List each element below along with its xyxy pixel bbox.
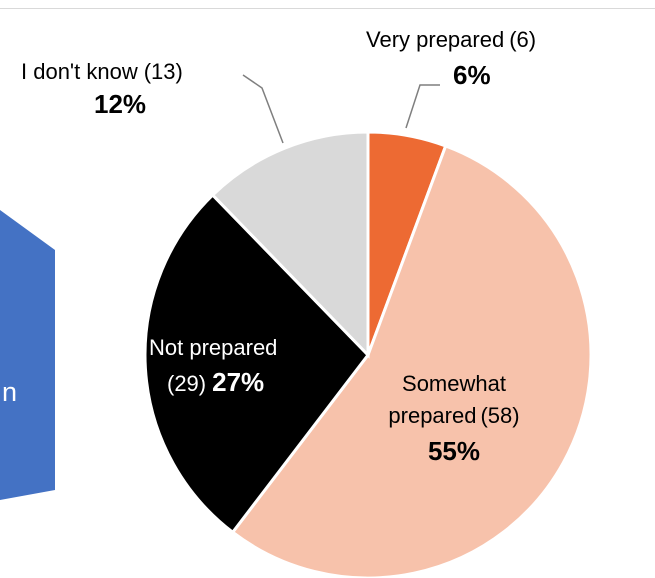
pie-slice-somewhat-prepared (230, 144, 593, 578)
percent-very-prepared: 6% (453, 60, 491, 90)
label-not-prepared-values: (29) 27% (167, 367, 264, 397)
side-shape-text: n (2, 377, 18, 407)
label-very-prepared: Very prepared (6) (366, 27, 536, 52)
top-divider (0, 8, 655, 9)
leader-line-dont-know (242, 74, 284, 144)
percent-somewhat-prepared: 55% (428, 436, 480, 466)
label-not-prepared: Not prepared (149, 335, 277, 360)
side-hexagon-shape (0, 210, 55, 500)
side-hexagon-fill (0, 210, 55, 500)
pie-slices (143, 130, 593, 578)
pie-slice-dont-know (210, 130, 370, 359)
label-somewhat-prepared-line1: Somewhat (402, 371, 506, 396)
percent-dont-know: 12% (94, 89, 146, 119)
label-somewhat-prepared-line2: prepared (58) (388, 403, 519, 428)
pie-slice-not-prepared (143, 192, 370, 535)
label-dont-know: I don't know (13) (21, 59, 183, 84)
leader-line-very-prepared (405, 84, 440, 129)
